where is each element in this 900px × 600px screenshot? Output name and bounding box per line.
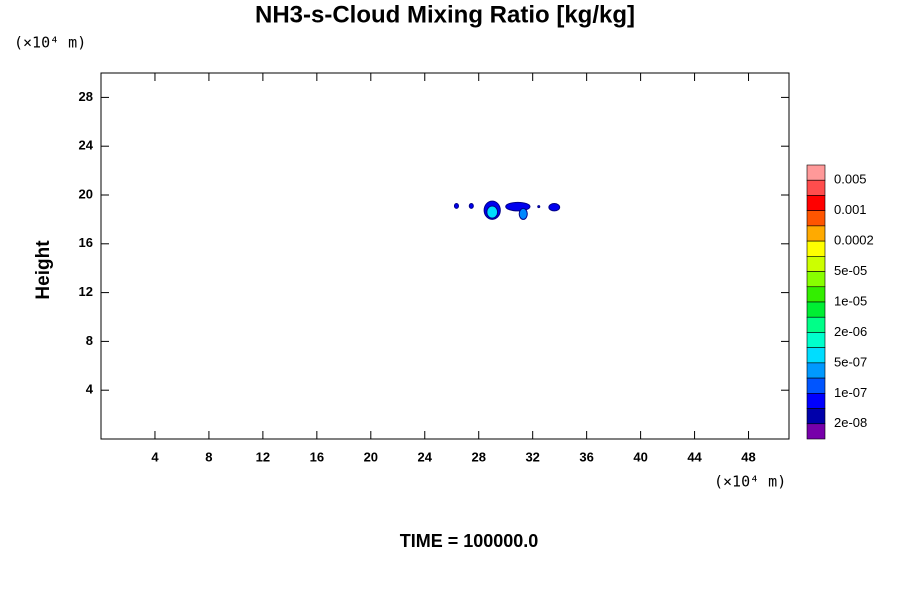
x-tick-label: 36 xyxy=(579,449,593,464)
colorbar-swatch xyxy=(806,225,826,242)
x-tick-label: 44 xyxy=(687,449,702,464)
x-tick-label: 8 xyxy=(205,449,212,464)
chart-title: NH3-s-Cloud Mixing Ratio [kg/kg] xyxy=(255,1,635,28)
colorbar-swatch xyxy=(806,195,826,211)
colorbar-label: 1e-07 xyxy=(834,385,867,400)
y-unit: (×10⁴ m) xyxy=(14,34,86,52)
colorbar-swatch xyxy=(806,210,826,227)
colorbar-swatch xyxy=(806,179,826,196)
y-tick-label: 28 xyxy=(79,89,93,104)
x-tick-label: 16 xyxy=(310,449,324,464)
x-tick-label: 40 xyxy=(633,449,647,464)
plot-frame xyxy=(100,72,790,440)
x-tick-label: 48 xyxy=(741,449,755,464)
colorbar-swatch xyxy=(806,377,826,394)
colorbar-swatch xyxy=(806,408,826,425)
colorbar-swatch xyxy=(806,332,826,348)
colorbar-label: 2e-06 xyxy=(834,324,867,339)
colorbar-swatch xyxy=(806,240,826,257)
colorbar-swatch xyxy=(806,271,826,288)
colorbar-swatch xyxy=(806,347,826,364)
colorbar-swatch xyxy=(806,316,826,333)
cloud-patch xyxy=(468,203,474,209)
colorbar-label: 0.005 xyxy=(834,172,867,187)
colorbar-swatch xyxy=(806,301,826,318)
cloud-patch xyxy=(486,205,499,219)
cloud-patch xyxy=(453,203,459,209)
x-unit: (×10⁴ m) xyxy=(714,473,786,491)
y-tick-label: 4 xyxy=(86,382,94,397)
y-tick-label: 24 xyxy=(79,138,94,153)
colorbar-swatch xyxy=(806,286,826,303)
colorbar-label: 2e-08 xyxy=(834,415,867,430)
cloud-patch xyxy=(518,207,528,220)
colorbar-swatch xyxy=(806,393,826,409)
colorbar-swatch xyxy=(806,362,826,379)
colorbar-swatch xyxy=(806,256,826,272)
colorbar-swatch xyxy=(806,423,826,440)
colorbar-swatch xyxy=(806,164,826,181)
colorbar-label: 5e-05 xyxy=(834,263,867,278)
footer: TIME = 100000.0 xyxy=(400,531,539,551)
cloud-patch xyxy=(548,203,561,212)
y-tick-label: 16 xyxy=(79,235,93,250)
y-axis-label: Height xyxy=(33,240,54,300)
y-tick-label: 20 xyxy=(79,186,93,201)
y-tick-label: 8 xyxy=(86,333,93,348)
colorbar-label: 0.0002 xyxy=(834,233,874,248)
x-tick-label: 4 xyxy=(151,449,159,464)
colorbar-label: 0.001 xyxy=(834,202,867,217)
x-tick-label: 24 xyxy=(418,449,433,464)
x-tick-label: 20 xyxy=(364,449,378,464)
x-tick-label: 12 xyxy=(256,449,270,464)
x-tick-label: 28 xyxy=(471,449,485,464)
y-tick-label: 12 xyxy=(79,284,93,299)
colorbar-label: 1e-05 xyxy=(834,293,867,308)
colorbar-label: 5e-07 xyxy=(834,354,867,369)
cloud-patch xyxy=(537,205,541,209)
x-tick-label: 32 xyxy=(525,449,539,464)
